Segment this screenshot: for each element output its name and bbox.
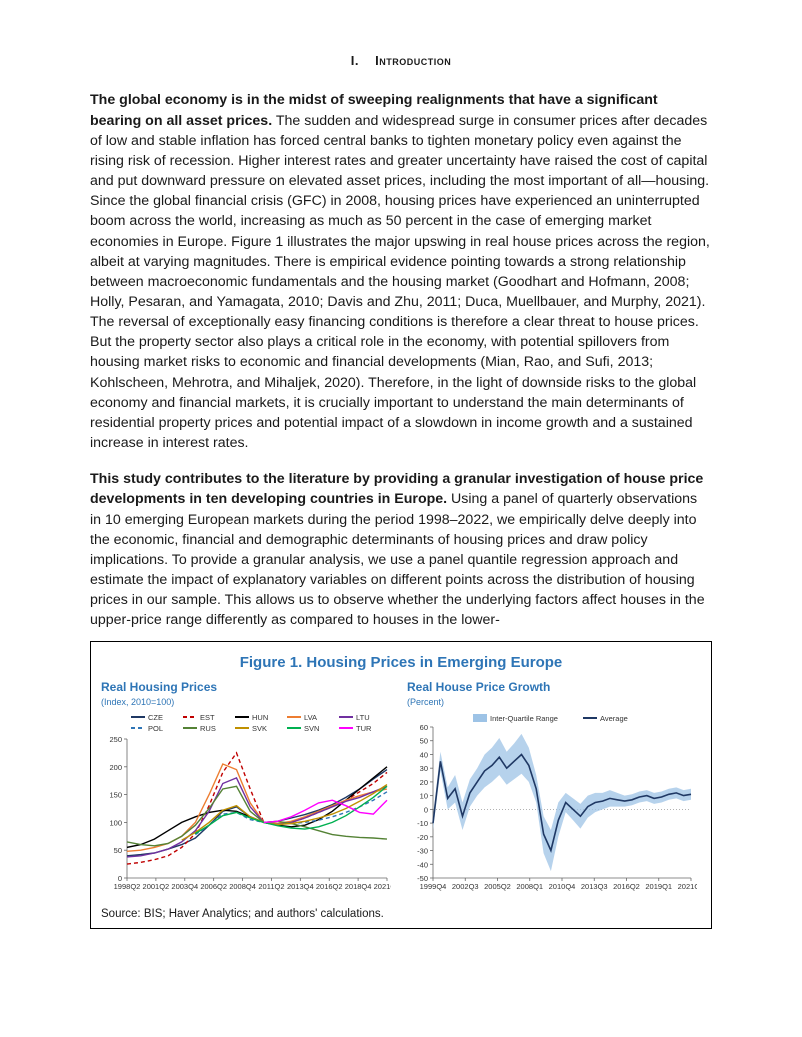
svg-text:2013Q3: 2013Q3 bbox=[581, 882, 608, 891]
svg-text:Inter-Quartile Range: Inter-Quartile Range bbox=[490, 714, 558, 723]
panel-a: Real Housing Prices (Index, 2010=100) 05… bbox=[101, 679, 395, 896]
svg-text:-30: -30 bbox=[417, 846, 428, 855]
svg-text:10: 10 bbox=[420, 791, 428, 800]
svg-text:-10: -10 bbox=[417, 819, 428, 828]
svg-text:Average: Average bbox=[600, 714, 628, 723]
chart-real-price-growth: -50-40-30-20-1001020304050601999Q42002Q3… bbox=[407, 711, 697, 896]
section-title: Introduction bbox=[375, 53, 451, 68]
svg-text:250: 250 bbox=[109, 735, 122, 744]
svg-text:2001Q2: 2001Q2 bbox=[143, 882, 170, 891]
svg-text:CZE: CZE bbox=[148, 713, 163, 722]
svg-text:SVN: SVN bbox=[304, 724, 319, 733]
svg-text:20: 20 bbox=[420, 778, 428, 787]
svg-text:2016Q2: 2016Q2 bbox=[613, 882, 640, 891]
panel-a-subtitle: (Index, 2010=100) bbox=[101, 696, 395, 709]
svg-text:2008Q4: 2008Q4 bbox=[229, 882, 256, 891]
panel-b-subtitle: (Percent) bbox=[407, 696, 701, 709]
figure-1: Figure 1. Housing Prices in Emerging Eur… bbox=[90, 641, 712, 929]
svg-text:2011Q2: 2011Q2 bbox=[258, 882, 284, 891]
svg-text:0: 0 bbox=[424, 805, 428, 814]
svg-text:2021Q4: 2021Q4 bbox=[678, 882, 697, 891]
svg-text:2006Q2: 2006Q2 bbox=[200, 882, 227, 891]
figure-source: Source: BIS; Haver Analytics; and author… bbox=[101, 906, 701, 922]
svg-text:60: 60 bbox=[420, 723, 428, 732]
svg-text:TUR: TUR bbox=[356, 724, 372, 733]
svg-text:SVK: SVK bbox=[252, 724, 267, 733]
chart-real-housing-prices: 0501001502002501998Q22001Q22003Q42006Q22… bbox=[101, 711, 391, 896]
svg-text:2003Q4: 2003Q4 bbox=[171, 882, 198, 891]
svg-text:HUN: HUN bbox=[252, 713, 268, 722]
svg-text:50: 50 bbox=[420, 736, 428, 745]
panel-a-title: Real Housing Prices bbox=[101, 679, 395, 696]
svg-text:100: 100 bbox=[109, 818, 122, 827]
svg-text:1999Q4: 1999Q4 bbox=[420, 882, 447, 891]
svg-text:2016Q2: 2016Q2 bbox=[316, 882, 343, 891]
svg-text:2010Q4: 2010Q4 bbox=[549, 882, 576, 891]
svg-text:2013Q4: 2013Q4 bbox=[287, 882, 314, 891]
panel-b: Real House Price Growth (Percent) -50-40… bbox=[407, 679, 701, 896]
para2-body: Using a panel of quarterly observations … bbox=[90, 491, 705, 628]
svg-text:200: 200 bbox=[109, 762, 122, 771]
svg-text:2021Q2: 2021Q2 bbox=[374, 882, 391, 891]
svg-text:POL: POL bbox=[148, 724, 163, 733]
svg-text:2019Q1: 2019Q1 bbox=[645, 882, 672, 891]
svg-text:RUS: RUS bbox=[200, 724, 216, 733]
para1-body: The sudden and widespread surge in consu… bbox=[90, 113, 710, 452]
svg-text:-20: -20 bbox=[417, 832, 428, 841]
svg-text:-40: -40 bbox=[417, 860, 428, 869]
svg-text:2008Q1: 2008Q1 bbox=[516, 882, 543, 891]
svg-text:40: 40 bbox=[420, 750, 428, 759]
svg-text:2002Q3: 2002Q3 bbox=[452, 882, 479, 891]
svg-text:LVA: LVA bbox=[304, 713, 317, 722]
svg-text:2005Q2: 2005Q2 bbox=[484, 882, 511, 891]
svg-text:1998Q2: 1998Q2 bbox=[114, 882, 141, 891]
svg-text:2018Q4: 2018Q4 bbox=[345, 882, 372, 891]
section-heading: I. Introduction bbox=[90, 52, 712, 70]
svg-text:50: 50 bbox=[114, 846, 122, 855]
svg-text:150: 150 bbox=[109, 790, 122, 799]
panel-b-title: Real House Price Growth bbox=[407, 679, 701, 696]
paragraph-1: The global economy is in the midst of sw… bbox=[90, 90, 712, 453]
svg-text:EST: EST bbox=[200, 713, 215, 722]
paragraph-2: This study contributes to the literature… bbox=[90, 469, 712, 630]
figure-title: Figure 1. Housing Prices in Emerging Eur… bbox=[101, 652, 701, 673]
svg-text:LTU: LTU bbox=[356, 713, 370, 722]
svg-text:30: 30 bbox=[420, 764, 428, 773]
section-number: I. bbox=[351, 53, 359, 68]
